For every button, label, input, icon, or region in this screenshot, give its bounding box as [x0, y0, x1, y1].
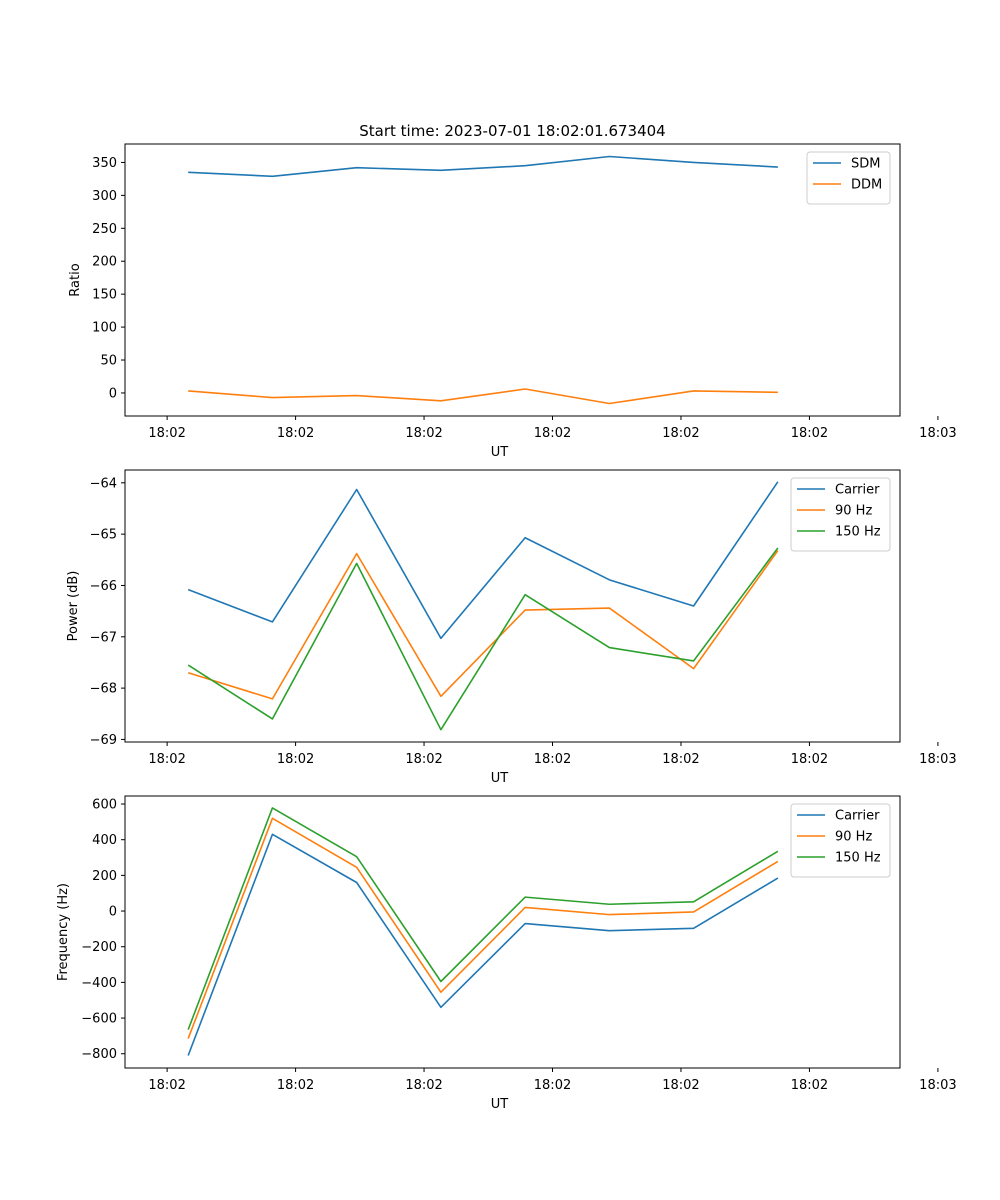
legend-box: [790, 803, 891, 878]
x-tick-label: 18:02: [405, 752, 442, 767]
x-axis-label: UT: [491, 771, 509, 786]
y-tick-label: 400: [92, 833, 117, 848]
y-tick-label: −200: [81, 940, 117, 955]
x-tick-label: 18:02: [662, 1078, 699, 1093]
series-line-ddm: [188, 388, 778, 405]
y-tick-label: −69: [90, 733, 117, 748]
y-tick-label: −65: [90, 528, 117, 543]
x-tick-label: 18:02: [148, 1078, 185, 1093]
x-tick-label: 18:02: [791, 426, 828, 441]
plot-frame: [124, 143, 901, 417]
x-tick-label: 18:02: [534, 752, 571, 767]
y-tick-label: −68: [90, 682, 117, 697]
x-tick-label: 18:02: [534, 1078, 571, 1093]
series-line-90-hz: [187, 817, 779, 1039]
x-axis-label: UT: [491, 445, 509, 460]
y-tick-label: 600: [92, 798, 117, 813]
y-tick-label: −64: [90, 476, 117, 491]
x-tick-label: 18:03: [919, 426, 956, 441]
y-axis-label: Frequency (Hz): [56, 883, 71, 981]
x-tick-label: 18:03: [919, 1078, 956, 1093]
legend-label: DDM: [851, 178, 882, 193]
y-tick-label: −66: [90, 579, 117, 594]
x-tick-label: 18:02: [148, 426, 185, 441]
legend: Carrier 90 Hz 150 Hz: [790, 803, 891, 878]
y-tick-label: −67: [90, 630, 117, 645]
y-tick-label: 50: [100, 354, 117, 369]
legend: Carrier 90 Hz 150 Hz: [790, 477, 891, 552]
legend-label: 90 Hz: [835, 830, 872, 845]
series-line-150-hz: [187, 547, 779, 731]
y-tick-label: −800: [81, 1047, 117, 1062]
series-line-carrier: [187, 481, 779, 640]
legend-label: SDM: [851, 157, 880, 172]
chart-panels: 0 50 100 150 200 250 300 350 18:02 18:02 18:02 18:0…: [56, 143, 957, 1112]
legend-box: [806, 151, 891, 205]
legend-label: Carrier: [835, 483, 880, 498]
panel-3: −800 −600 −400 −200 0 200 400 600 18:02 18:02 18:0…: [56, 795, 957, 1112]
legend-label: 150 Hz: [835, 525, 881, 540]
y-tick-label: −400: [81, 976, 117, 991]
x-tick-label: 18:02: [791, 1078, 828, 1093]
x-axis-label: UT: [491, 1097, 509, 1112]
x-tick-label: 18:02: [277, 426, 314, 441]
y-tick-label: 0: [109, 905, 117, 920]
series-line-sdm: [188, 155, 778, 178]
legend-label: Carrier: [835, 809, 880, 824]
y-tick-label: 0: [109, 386, 117, 401]
plot-frame: [124, 795, 901, 1069]
x-tick-label: 18:02: [662, 752, 699, 767]
x-tick-label: 18:02: [277, 752, 314, 767]
y-tick-label: 350: [92, 156, 117, 171]
chart-title: Start time: 2023-07-01 18:02:01.673404: [359, 122, 665, 140]
series-line-150-hz: [187, 807, 779, 1030]
y-tick-label: 300: [92, 189, 117, 204]
x-tick-label: 18:02: [277, 1078, 314, 1093]
y-tick-label: 100: [92, 321, 117, 336]
x-tick-label: 18:03: [919, 752, 956, 767]
x-tick-label: 18:02: [405, 1078, 442, 1093]
x-tick-label: 18:02: [791, 752, 828, 767]
y-tick-label: 200: [92, 255, 117, 270]
plot-frame: [124, 469, 901, 743]
y-tick-label: 150: [92, 288, 117, 303]
x-tick-label: 18:02: [662, 426, 699, 441]
legend-label: 150 Hz: [835, 851, 881, 866]
panel-2: −69 −68 −67 −66 −65 −64 18:02 18:02 18:02 18:02 18…: [66, 469, 957, 786]
series-line-carrier: [187, 833, 779, 1056]
x-tick-label: 18:02: [148, 752, 185, 767]
y-axis-label: Power (dB): [66, 571, 81, 642]
legend: SDM DDM: [806, 151, 891, 205]
legend-label: 90 Hz: [835, 504, 872, 519]
y-tick-label: 200: [92, 869, 117, 884]
y-tick-label: −600: [81, 1012, 117, 1027]
y-tick-label: 250: [92, 222, 117, 237]
y-axis-label: Ratio: [68, 263, 83, 296]
panel-1: 0 50 100 150 200 250 300 350 18:02 18:02 18:02 18:0…: [68, 143, 957, 460]
x-tick-label: 18:02: [534, 426, 571, 441]
x-tick-label: 18:02: [405, 426, 442, 441]
legend-box: [790, 477, 891, 552]
